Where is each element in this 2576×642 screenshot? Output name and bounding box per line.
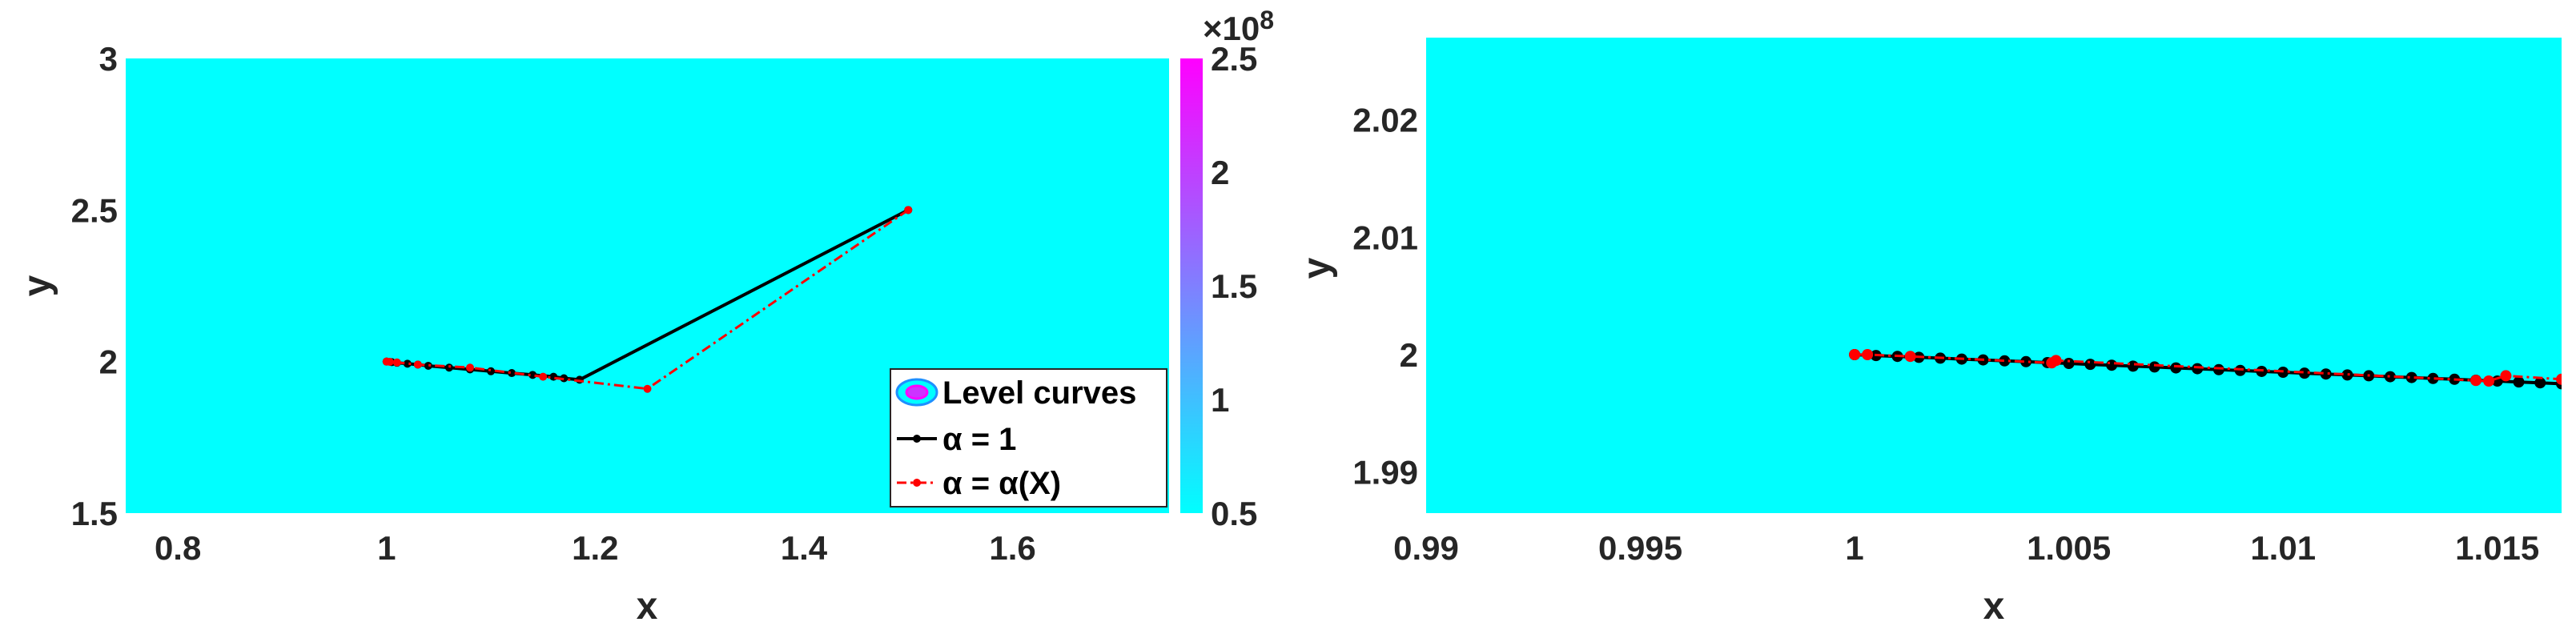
left-x-axis-label: x (637, 585, 658, 628)
left-x-tick-labels: 0.8 1 1.2 1.4 1.6 (155, 529, 1036, 567)
right-point-alpha-1 (2405, 371, 2417, 383)
right-point-alpha-1 (2084, 359, 2096, 371)
right-point-alpha-1 (2534, 377, 2546, 389)
right-point-alpha-1 (2170, 362, 2182, 374)
left-point-alpha-1 (444, 363, 453, 372)
colorbar-tick-label: 1 (1211, 381, 1229, 419)
colorbar-tick-label: 2 (1211, 154, 1229, 191)
left-point-alpha-x (643, 384, 652, 393)
colorbar-tick-label: 1.5 (1211, 267, 1257, 305)
left-x-tick-label: 1 (377, 529, 396, 567)
right-x-tick-labels: 0.99 0.995 1 1.005 1.01 1.015 (1393, 529, 2539, 567)
colorbar-exponent-base: ×10 (1203, 10, 1260, 47)
legend-label-level-curves: Level curves (942, 375, 1136, 411)
colorbar-exponent: ×108 (1203, 6, 1274, 47)
right-point-alpha-1 (2320, 368, 2332, 380)
right-point-alpha-x (1904, 351, 1916, 363)
left-point-alpha-x (904, 206, 913, 215)
left-y-tick-label: 2.5 (71, 191, 118, 229)
left-y-tick-labels: 1.5 2 2.5 3 (71, 40, 118, 532)
right-point-alpha-1 (2234, 364, 2246, 376)
legend-entry-level-curves: Level curves (895, 375, 1136, 411)
right-x-tick-label: 1.015 (2455, 529, 2539, 567)
right-point-alpha-1 (2192, 363, 2204, 375)
right-point-alpha-1 (2341, 369, 2353, 381)
right-y-tick-label: 2 (1400, 336, 1418, 374)
left-x-tick-label: 1.2 (572, 529, 618, 567)
right-x-tick-label: 1.01 (2250, 529, 2316, 567)
right-point-alpha-x (2500, 370, 2512, 382)
right-plot-area (1426, 38, 2562, 513)
right-point-alpha-1 (2513, 376, 2525, 388)
alpha-1-marker-icon (913, 435, 921, 443)
legend-label-alpha-x: α = α(X) (942, 466, 1061, 501)
right-point-alpha-1 (2427, 372, 2439, 384)
left-point-alpha-1 (549, 372, 558, 381)
right-point-alpha-x (2483, 375, 2495, 387)
right-point-alpha-x (1862, 349, 1874, 360)
right-point-alpha-1 (2063, 358, 2075, 369)
right-point-alpha-1 (2020, 355, 2032, 367)
right-point-alpha-1 (2298, 367, 2310, 379)
right-y-tick-label: 2.01 (1352, 219, 1418, 256)
colorbar: 0.5 1 1.5 2 2.5 ×108 (1180, 6, 1274, 532)
left-y-tick-label: 2 (99, 343, 118, 381)
right-point-alpha-x (1849, 349, 1861, 360)
colorbar-tick-label: 0.5 (1211, 495, 1257, 532)
left-x-tick-label: 1.4 (781, 529, 828, 567)
right-point-alpha-1 (1999, 355, 2011, 367)
right-y-tick-label: 1.99 (1352, 454, 1418, 492)
left-x-tick-label: 1.6 (989, 529, 1035, 567)
right-point-alpha-1 (2127, 360, 2139, 372)
right-x-tick-label: 1 (1845, 529, 1863, 567)
alpha-x-marker-icon (913, 479, 921, 487)
colorbar-exponent-power: 8 (1260, 6, 1274, 34)
legend-entry-alpha-x: α = α(X) (897, 466, 1061, 501)
right-series-line-alpha-1 (1855, 353, 2562, 386)
colorbar-tick-label: 2.5 (1211, 40, 1257, 78)
left-point-alpha-x (465, 363, 474, 372)
left-y-tick-label: 1.5 (71, 495, 118, 532)
left-point-alpha-x (413, 360, 422, 369)
right-y-tick-labels: 1.99 2 2.01 2.02 (1352, 102, 1418, 492)
right-point-alpha-1 (2148, 361, 2160, 373)
legend-entry-alpha-1: α = 1 (897, 422, 1016, 457)
left-point-alpha-1 (487, 367, 496, 375)
left-point-alpha-x (539, 372, 548, 381)
right-point-alpha-x (2050, 355, 2062, 367)
level-curves-inner-icon (905, 384, 929, 400)
colorbar-gradient (1180, 58, 1203, 513)
right-x-tick-label: 1.005 (2027, 529, 2111, 567)
left-y-tick-label: 3 (99, 40, 118, 78)
right-point-alpha-1 (2384, 371, 2396, 383)
legend-label-alpha-1: α = 1 (942, 422, 1016, 457)
right-x-tick-label: 0.995 (1598, 529, 1682, 567)
right-point-alpha-1 (2106, 359, 2118, 371)
right-y-axis-label: y (1296, 257, 1338, 279)
left-plot: 1.5 2 2.5 3 0.8 1 1.2 1.4 1.6 x y 0.5 1 1.5 2 2.5 ×… (16, 6, 1274, 628)
right-point-alpha-x (2556, 373, 2562, 385)
right-x-tick-label: 0.99 (1393, 529, 1459, 567)
right-point-alpha-x (2470, 375, 2482, 387)
left-point-alpha-1 (403, 359, 412, 368)
right-plot: 1.99 2 2.01 2.02 0.99 0.995 1 1.005 1.01 1.015 x… (1296, 38, 2562, 628)
left-x-tick-label: 0.8 (155, 529, 201, 567)
left-point-alpha-1 (508, 369, 516, 378)
right-series (1849, 349, 2562, 390)
left-point-alpha-1 (424, 361, 432, 370)
left-point-alpha-x (392, 358, 401, 367)
left-point-alpha-x (382, 357, 391, 366)
right-x-axis-label: x (1983, 585, 2005, 628)
right-point-alpha-1 (2212, 363, 2224, 375)
left-series (382, 206, 913, 393)
colorbar-tick-labels: 0.5 1 1.5 2 2.5 (1211, 40, 1257, 532)
left-y-axis-label: y (16, 275, 58, 296)
legend: Level curves α = 1 α = α(X) (890, 368, 1167, 508)
right-y-tick-label: 2.02 (1352, 102, 1418, 139)
left-point-alpha-1 (528, 371, 537, 379)
